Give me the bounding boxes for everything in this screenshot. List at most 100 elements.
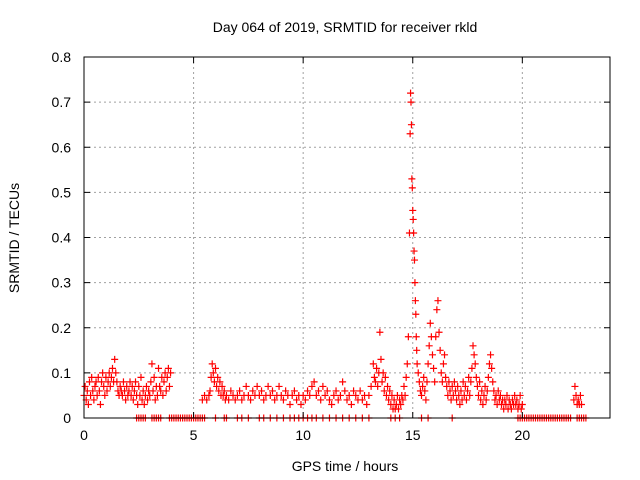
- data-point: [404, 333, 412, 341]
- data-point: [358, 396, 366, 404]
- data-point: [321, 391, 329, 399]
- data-point: [96, 400, 104, 408]
- data-point: [130, 387, 138, 395]
- data-point: [411, 297, 419, 305]
- data-point: [94, 373, 102, 381]
- data-point: [413, 346, 421, 354]
- data-point: [167, 369, 175, 377]
- data-point: [410, 247, 418, 255]
- data-point: [517, 405, 525, 413]
- data-point: [266, 391, 274, 399]
- data-point: [144, 396, 152, 404]
- data-point: [105, 369, 113, 377]
- data-point: [271, 396, 279, 404]
- grid-lines: [84, 57, 610, 418]
- data-point: [207, 373, 215, 381]
- data-point: [103, 387, 111, 395]
- data-point: [264, 382, 272, 390]
- data-point: [253, 382, 261, 390]
- data-point: [315, 387, 323, 395]
- y-tick-label: 0.3: [52, 275, 72, 291]
- data-point: [436, 346, 444, 354]
- data-point: [381, 373, 389, 381]
- data-point: [142, 382, 150, 390]
- data-point: [386, 387, 394, 395]
- data-point: [369, 360, 377, 368]
- data-point: [473, 382, 481, 390]
- data-point: [481, 382, 489, 390]
- data-point: [119, 378, 127, 386]
- data-point: [464, 387, 472, 395]
- data-point: [422, 396, 430, 404]
- data-point: [214, 373, 222, 381]
- data-point: [413, 360, 421, 368]
- data-point: [206, 387, 214, 395]
- data-point: [469, 342, 477, 350]
- data-point: [317, 396, 325, 404]
- y-axis-label: SRMTID / TECUs: [6, 183, 22, 293]
- data-point: [426, 319, 434, 327]
- data-point: [409, 206, 417, 214]
- data-point: [310, 378, 318, 386]
- data-point: [465, 373, 473, 381]
- data-point: [411, 256, 419, 264]
- data-point: [420, 373, 428, 381]
- data-point: [397, 400, 405, 408]
- data-point: [98, 378, 106, 386]
- y-tick-label: 0.6: [52, 139, 72, 155]
- data-point: [376, 328, 384, 336]
- data-point: [286, 400, 294, 408]
- data-point: [242, 382, 250, 390]
- data-point: [163, 373, 171, 381]
- data-point: [438, 378, 446, 386]
- data-point: [238, 396, 246, 404]
- data-point: [247, 396, 255, 404]
- data-point: [112, 369, 120, 377]
- data-point: [411, 279, 419, 287]
- data-point: [442, 373, 450, 381]
- data-point: [574, 396, 582, 404]
- data-point: [306, 391, 314, 399]
- data-point: [462, 396, 470, 404]
- data-point: [249, 387, 257, 395]
- data-point: [450, 378, 458, 386]
- data-point: [122, 396, 130, 404]
- data-point: [319, 382, 327, 390]
- data-point: [277, 391, 285, 399]
- data-point: [341, 387, 349, 395]
- data-point: [408, 175, 416, 183]
- data-point: [424, 360, 432, 368]
- data-point: [345, 391, 353, 399]
- data-point: [275, 382, 283, 390]
- data-point: [87, 391, 95, 399]
- data-point: [356, 387, 364, 395]
- data-point: [363, 400, 371, 408]
- data-point: [147, 378, 155, 386]
- data-point: [410, 229, 418, 237]
- x-tick-label: 20: [515, 427, 531, 443]
- data-point: [100, 382, 108, 390]
- data-point: [155, 364, 163, 372]
- plot-frame: [83, 56, 611, 419]
- data-point: [461, 382, 469, 390]
- data-point: [476, 378, 484, 386]
- data-point: [288, 391, 296, 399]
- data-point: [279, 396, 287, 404]
- data-point: [428, 351, 436, 359]
- data-point: [423, 378, 431, 386]
- x-tick-label: 0: [80, 427, 88, 443]
- data-point: [255, 391, 263, 399]
- data-point: [431, 378, 439, 386]
- data-point: [146, 391, 154, 399]
- data-point: [407, 98, 415, 106]
- data-point: [101, 391, 109, 399]
- y-tick-label: 0.2: [52, 320, 72, 336]
- data-point: [483, 387, 491, 395]
- data-point: [441, 351, 449, 359]
- data-point: [149, 387, 157, 395]
- data-point: [108, 364, 116, 372]
- data-point: [518, 400, 526, 408]
- data-point: [488, 364, 496, 372]
- data-point: [128, 382, 136, 390]
